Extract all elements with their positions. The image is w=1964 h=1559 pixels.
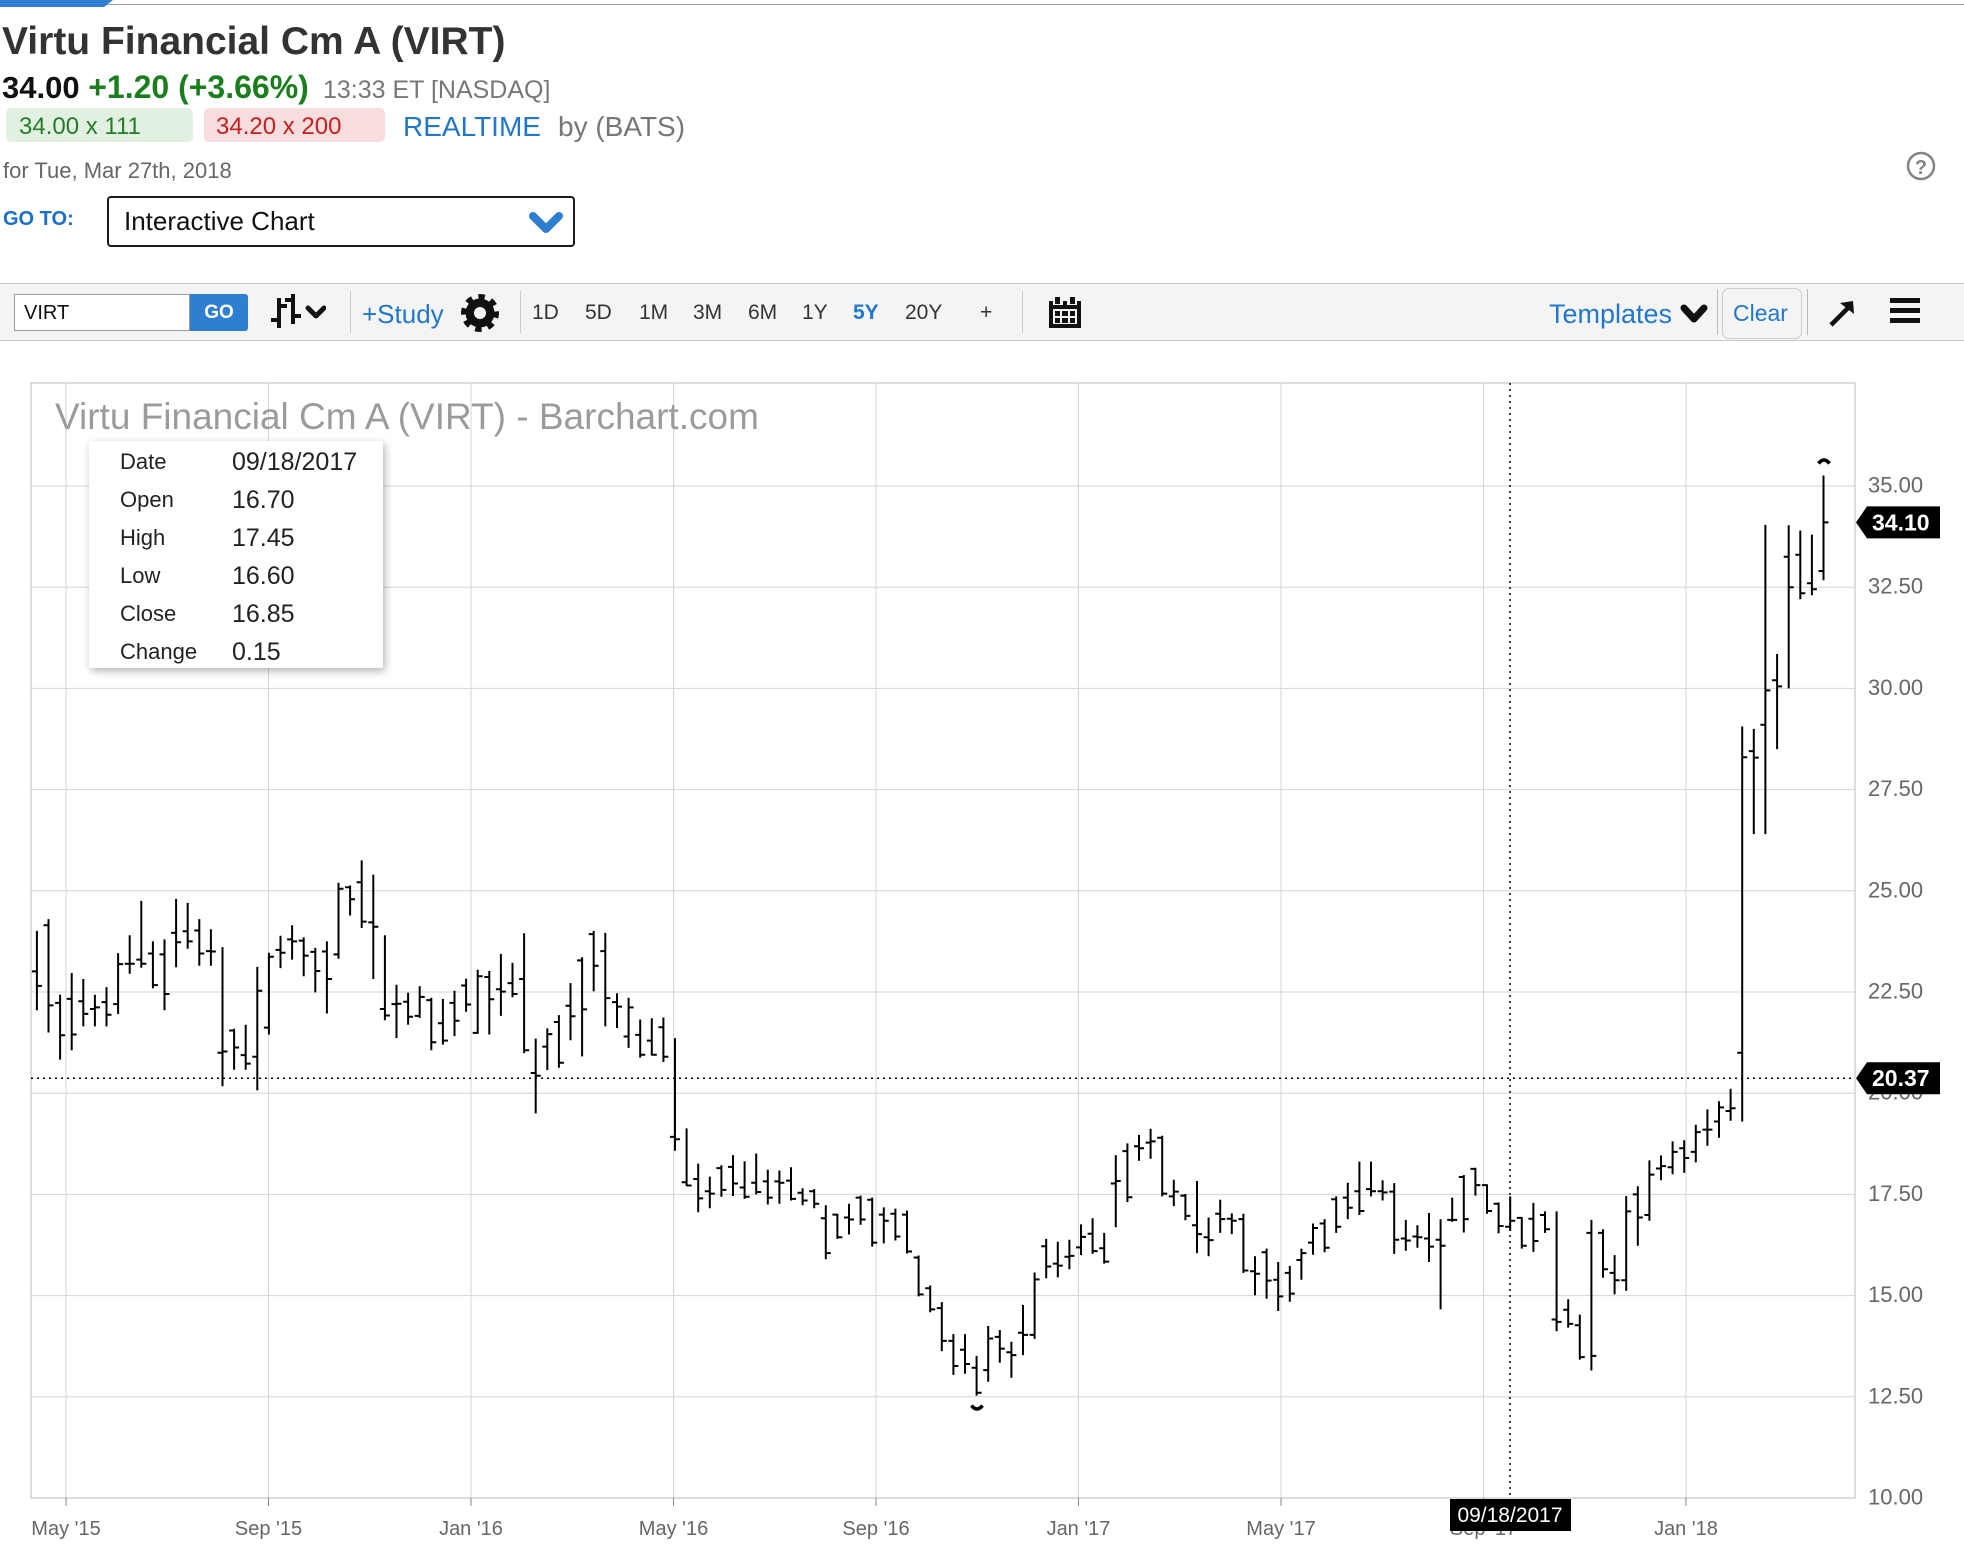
svg-text:Jan '18: Jan '18 <box>1654 1518 1718 1540</box>
svg-text:35.00: 35.00 <box>1868 473 1923 498</box>
svg-text:Virtu Financial Cm A (VIRT) -: Virtu Financial Cm A (VIRT) - Barchart.c… <box>55 396 759 437</box>
svg-text:25.00: 25.00 <box>1868 877 1923 902</box>
svg-text:09/18/2017: 09/18/2017 <box>1457 1504 1562 1527</box>
svg-text:12.50: 12.50 <box>1868 1383 1923 1408</box>
svg-text:22.50: 22.50 <box>1868 979 1923 1004</box>
svg-text:32.50: 32.50 <box>1868 574 1923 599</box>
svg-text:17.50: 17.50 <box>1868 1181 1923 1206</box>
svg-text:May '16: May '16 <box>639 1518 708 1540</box>
svg-text:20.37: 20.37 <box>1872 1065 1930 1091</box>
svg-text:May '15: May '15 <box>31 1518 100 1540</box>
svg-text:Jan '17: Jan '17 <box>1047 1518 1111 1540</box>
svg-text:Sep '16: Sep '16 <box>842 1518 909 1540</box>
svg-text:30.00: 30.00 <box>1868 675 1923 700</box>
svg-text:15.00: 15.00 <box>1868 1282 1923 1307</box>
svg-text:10.00: 10.00 <box>1868 1485 1923 1510</box>
svg-text:?: ? <box>1915 157 1927 179</box>
svg-text:May '17: May '17 <box>1246 1518 1315 1540</box>
svg-text:Jan '16: Jan '16 <box>439 1518 503 1540</box>
svg-text:34.10: 34.10 <box>1872 509 1930 535</box>
svg-text:Sep '15: Sep '15 <box>235 1518 302 1540</box>
svg-text:27.50: 27.50 <box>1868 776 1923 801</box>
